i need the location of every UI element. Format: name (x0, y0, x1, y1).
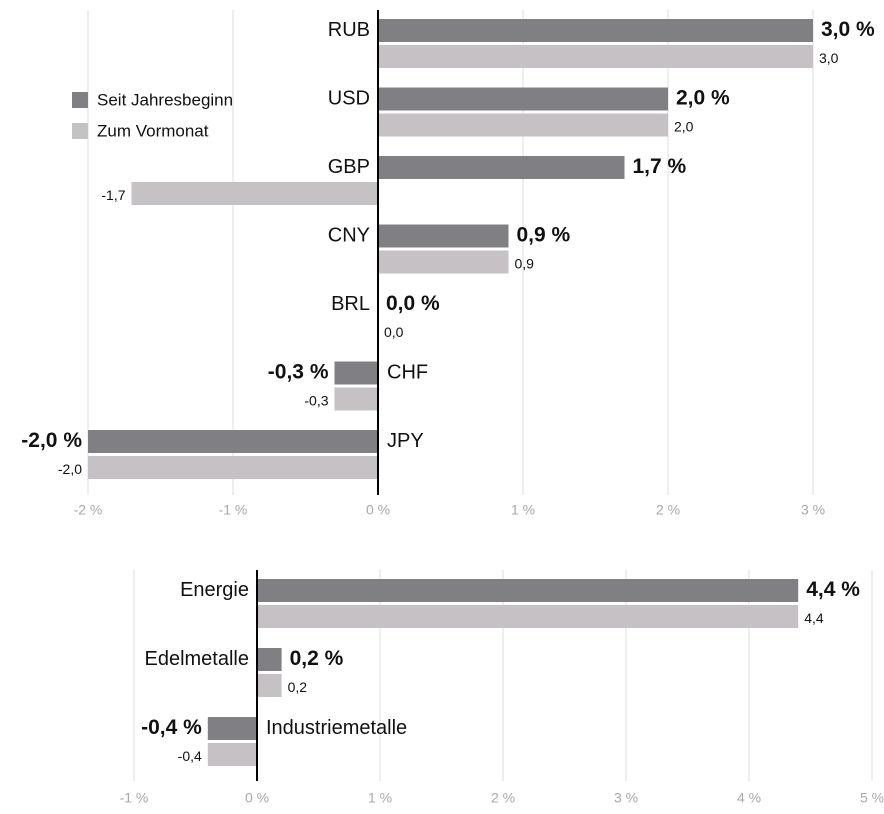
x-tick-label: 2 % (491, 790, 515, 806)
category-label: USD (328, 87, 370, 109)
value-label-secondary: -0,4 (178, 748, 202, 764)
bar (378, 45, 813, 68)
value-label-secondary: 0,2 (288, 679, 308, 695)
bar (378, 19, 813, 42)
category-label: Edelmetalle (144, 648, 249, 670)
value-label-secondary: -0,3 (304, 393, 328, 409)
legend-label: Zum Vormonat (97, 121, 209, 140)
legend-label: Seit Jahresbeginn (97, 90, 233, 109)
bar (378, 224, 509, 248)
bar (257, 579, 799, 602)
bar (378, 113, 668, 137)
value-label-secondary: 3,0 (819, 50, 839, 66)
bar (378, 156, 625, 179)
bar (378, 87, 668, 111)
category-label: CNY (328, 224, 370, 246)
value-label-secondary: 2,0 (674, 119, 694, 135)
x-tick-label: 3 % (614, 790, 638, 806)
x-tick-label: -1 % (219, 502, 248, 518)
category-label: JPY (387, 430, 424, 452)
value-label: -0,4 % (141, 716, 202, 739)
category-label: Energie (180, 579, 249, 601)
x-tick-label: 4 % (737, 790, 761, 806)
value-label-secondary: -2,0 (58, 461, 82, 477)
bar (334, 387, 378, 411)
value-label-secondary: 0,9 (515, 256, 535, 272)
category-label: RUB (328, 19, 370, 41)
x-tick-label: -1 % (120, 790, 149, 806)
category-label: GBP (328, 156, 370, 178)
value-label: 2,0 % (676, 87, 730, 110)
bar (257, 648, 282, 671)
legend-swatch (72, 92, 88, 108)
value-label: 4,4 % (806, 578, 860, 601)
x-tick-label: -2 % (74, 502, 103, 518)
x-tick-label: 0 % (245, 790, 269, 806)
value-label: 3,0 % (821, 18, 875, 41)
bar (131, 182, 378, 205)
x-tick-label: 1 % (368, 790, 392, 806)
x-tick-label: 3 % (801, 502, 825, 518)
value-label: 1,7 % (633, 155, 687, 178)
x-tick-label: 2 % (656, 502, 680, 518)
value-label: 0,9 % (517, 224, 571, 247)
value-label: 0,0 % (386, 292, 440, 315)
value-label: -2,0 % (21, 429, 82, 452)
value-label: 0,2 % (290, 647, 344, 670)
category-label: BRL (331, 293, 370, 315)
category-label: CHF (387, 361, 428, 383)
value-label: -0,3 % (268, 361, 329, 384)
x-tick-label: 0 % (366, 502, 390, 518)
bar (88, 456, 378, 479)
bar (207, 743, 257, 766)
bar (207, 717, 257, 740)
legend-swatch (72, 123, 88, 139)
value-label-secondary: 4,4 (804, 610, 824, 626)
value-label-secondary: 0,0 (384, 324, 404, 340)
bar (257, 674, 282, 697)
bar (257, 605, 799, 628)
bar (378, 250, 509, 274)
category-label: Industriemetalle (266, 717, 407, 739)
value-label-secondary: -1,7 (101, 187, 125, 203)
x-tick-label: 1 % (511, 502, 535, 518)
bar (334, 361, 378, 385)
x-tick-label: 5 % (860, 790, 884, 806)
bar (88, 430, 378, 453)
